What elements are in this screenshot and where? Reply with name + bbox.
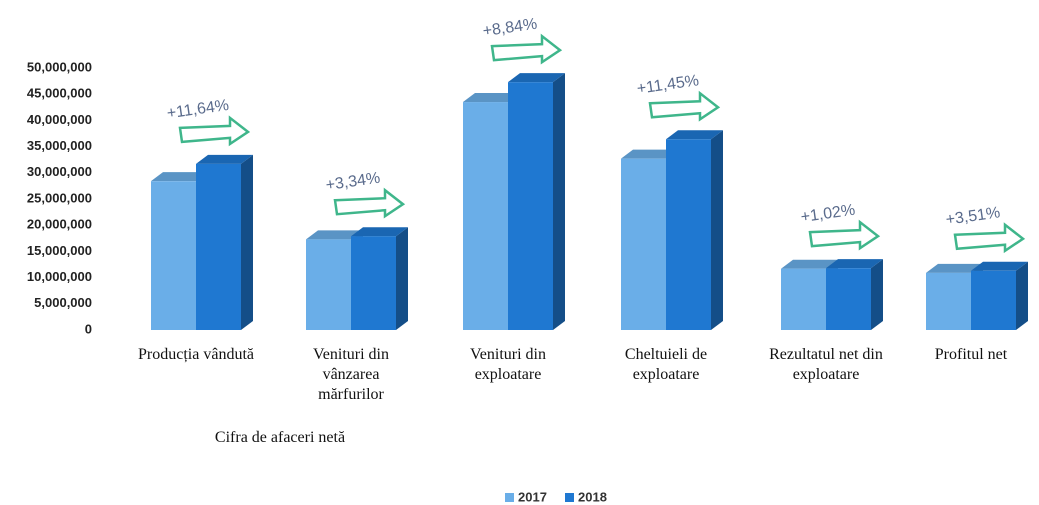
arrow bbox=[333, 187, 406, 219]
bar bbox=[508, 82, 553, 330]
bar-top bbox=[306, 230, 363, 240]
legend-swatch bbox=[565, 493, 574, 502]
bar bbox=[666, 139, 711, 330]
legend-label: 2017 bbox=[518, 489, 547, 504]
bar-side bbox=[241, 154, 253, 330]
bar bbox=[826, 268, 871, 330]
y-tick-label: 0 bbox=[85, 321, 92, 336]
y-tick-label: 30,000,000 bbox=[27, 164, 92, 179]
annotation: +11,64% bbox=[166, 97, 230, 123]
bar bbox=[151, 181, 196, 330]
arrow bbox=[808, 219, 881, 251]
arrow bbox=[178, 115, 251, 147]
y-tick-label: 5,000,000 bbox=[34, 295, 92, 310]
x-tick-label: Rezultatul net din exploatare bbox=[769, 346, 883, 383]
x-tick-label: Producția vândută bbox=[138, 346, 254, 363]
bar bbox=[196, 163, 241, 330]
bar-side bbox=[553, 73, 565, 330]
bar bbox=[971, 270, 1016, 330]
bar-top bbox=[621, 149, 678, 159]
y-tick-label: 50,000,000 bbox=[27, 59, 92, 74]
bar-top bbox=[781, 259, 838, 269]
bar bbox=[781, 268, 826, 330]
bar bbox=[351, 236, 396, 330]
y-tick-label: 20,000,000 bbox=[27, 217, 92, 232]
x-tick-label: Venituri din exploatare bbox=[470, 346, 546, 383]
bar-top bbox=[508, 73, 565, 83]
annotation: +3,34% bbox=[325, 170, 382, 194]
bar-top bbox=[971, 261, 1028, 271]
arrow bbox=[648, 90, 721, 122]
y-tick-label: 15,000,000 bbox=[27, 243, 92, 258]
x-tick-label: Venituri din vânzarea mărfurilor bbox=[313, 346, 389, 403]
bar-top bbox=[826, 259, 883, 269]
legend-label: 2018 bbox=[578, 489, 607, 504]
bar-side bbox=[1016, 261, 1028, 330]
y-tick-label: 45,000,000 bbox=[27, 86, 92, 101]
arrow bbox=[490, 33, 563, 65]
annotation: +11,45% bbox=[636, 72, 700, 98]
bar-top bbox=[463, 93, 520, 103]
annotation: +8,84% bbox=[482, 16, 539, 40]
y-tick-label: 35,000,000 bbox=[27, 138, 92, 153]
bar bbox=[621, 158, 666, 330]
x-tick-label: Profitul net bbox=[934, 346, 1008, 363]
bar-top bbox=[926, 263, 983, 273]
annotation: +3,51% bbox=[945, 204, 1002, 228]
arrow bbox=[953, 222, 1026, 254]
bar bbox=[926, 272, 971, 330]
bar-side bbox=[871, 259, 883, 330]
annotation: +1,02% bbox=[800, 202, 857, 226]
y-tick-label: 40,000,000 bbox=[27, 112, 92, 127]
bar-top bbox=[666, 130, 723, 140]
y-tick-label: 10,000,000 bbox=[27, 269, 92, 284]
bar-top bbox=[151, 172, 208, 182]
group-label: Cifra de afaceri netă bbox=[214, 429, 346, 446]
x-tick-label: Cheltuieli de exploatare bbox=[624, 346, 708, 383]
bar-side bbox=[396, 227, 408, 330]
bar bbox=[463, 102, 508, 330]
legend-swatch bbox=[505, 493, 514, 502]
bar-side bbox=[711, 130, 723, 330]
y-tick-label: 25,000,000 bbox=[27, 190, 92, 205]
bar-top bbox=[196, 154, 253, 164]
bar bbox=[306, 239, 351, 330]
bar-top bbox=[351, 227, 408, 237]
